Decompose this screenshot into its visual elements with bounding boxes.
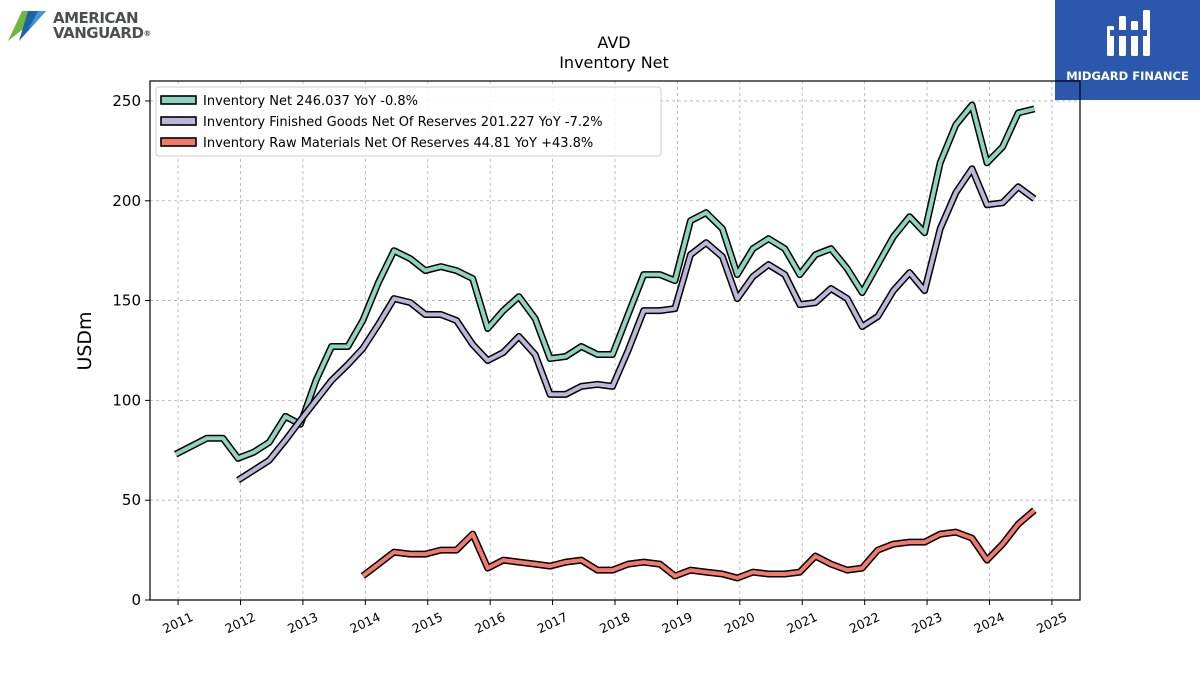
x-tick-label: 2016 [472, 609, 507, 636]
legend-box [155, 86, 662, 157]
x-axis-ticks: 2011 2012 2013 2014 2015 2016 2017 2018 2019 2020… [160, 600, 1069, 636]
series-layer [174, 101, 1037, 582]
x-tick-label: 2025 [1034, 609, 1069, 636]
x-tick-label: 2019 [660, 609, 695, 636]
series-line [174, 103, 1035, 461]
x-tick-label: 2013 [285, 609, 320, 636]
x-tick-label: 2022 [847, 609, 882, 636]
x-tick-label: 2023 [909, 609, 944, 636]
series-line [236, 166, 1036, 482]
x-tick-label: 2018 [597, 609, 632, 636]
series-inventory-net [174, 101, 1036, 462]
y-tick-label: 0 [131, 591, 141, 609]
registered-mark: ® [143, 29, 151, 38]
series-finished-goods [236, 165, 1037, 484]
y-tick-label: 50 [122, 491, 141, 509]
legend: Inventory Net 246.037 YoY -0.8% Inventory… [155, 86, 662, 157]
legend-label: Inventory Net 246.037 YoY -0.8% [203, 94, 418, 109]
x-tick-label: 2014 [347, 609, 382, 636]
series-line [361, 508, 1036, 580]
x-tick-label: 2011 [160, 609, 195, 636]
chart-title: AVD [597, 33, 630, 52]
x-tick-label: 2024 [972, 609, 1007, 636]
y-axis-label: USDm [74, 311, 96, 370]
x-tick-label: 2012 [223, 609, 258, 636]
x-tick-label: 2017 [535, 609, 570, 636]
x-tick-label: 2015 [410, 609, 445, 636]
y-tick-label: 150 [112, 292, 141, 310]
legend-swatch [160, 137, 197, 147]
legend-label: Inventory Finished Goods Net Of Reserves… [203, 115, 603, 130]
american-vanguard-logo-line2-wrap: VANGUARD® [53, 26, 151, 41]
y-tick-label: 100 [112, 391, 141, 409]
legend-swatch [160, 116, 197, 126]
chart-subtitle: Inventory Net [559, 53, 669, 72]
midgard-finance-text: MIDGARD FINANCE [1066, 69, 1189, 83]
american-vanguard-leaf-icon [8, 11, 46, 41]
y-tick-label: 250 [112, 92, 141, 110]
series-raw-materials [360, 507, 1037, 582]
y-tick-label: 200 [112, 192, 141, 210]
x-tick-label: 2021 [784, 609, 819, 636]
midgard-finance-logo: MIDGARD FINANCE [1055, 0, 1200, 100]
y-axis-ticks: 0 50 100 150 200 250 [112, 92, 150, 609]
american-vanguard-logo: AMERICAN VANGUARD® [6, 8, 166, 44]
american-vanguard-logo-line1: AMERICAN [53, 9, 139, 27]
x-tick-label: 2020 [722, 609, 757, 636]
midgard-finance-emblem-icon [1107, 10, 1150, 56]
american-vanguard-logo-line2: VANGUARD [53, 24, 144, 42]
legend-label: Inventory Raw Materials Net Of Reserves … [203, 136, 593, 151]
legend-swatch [160, 95, 197, 105]
